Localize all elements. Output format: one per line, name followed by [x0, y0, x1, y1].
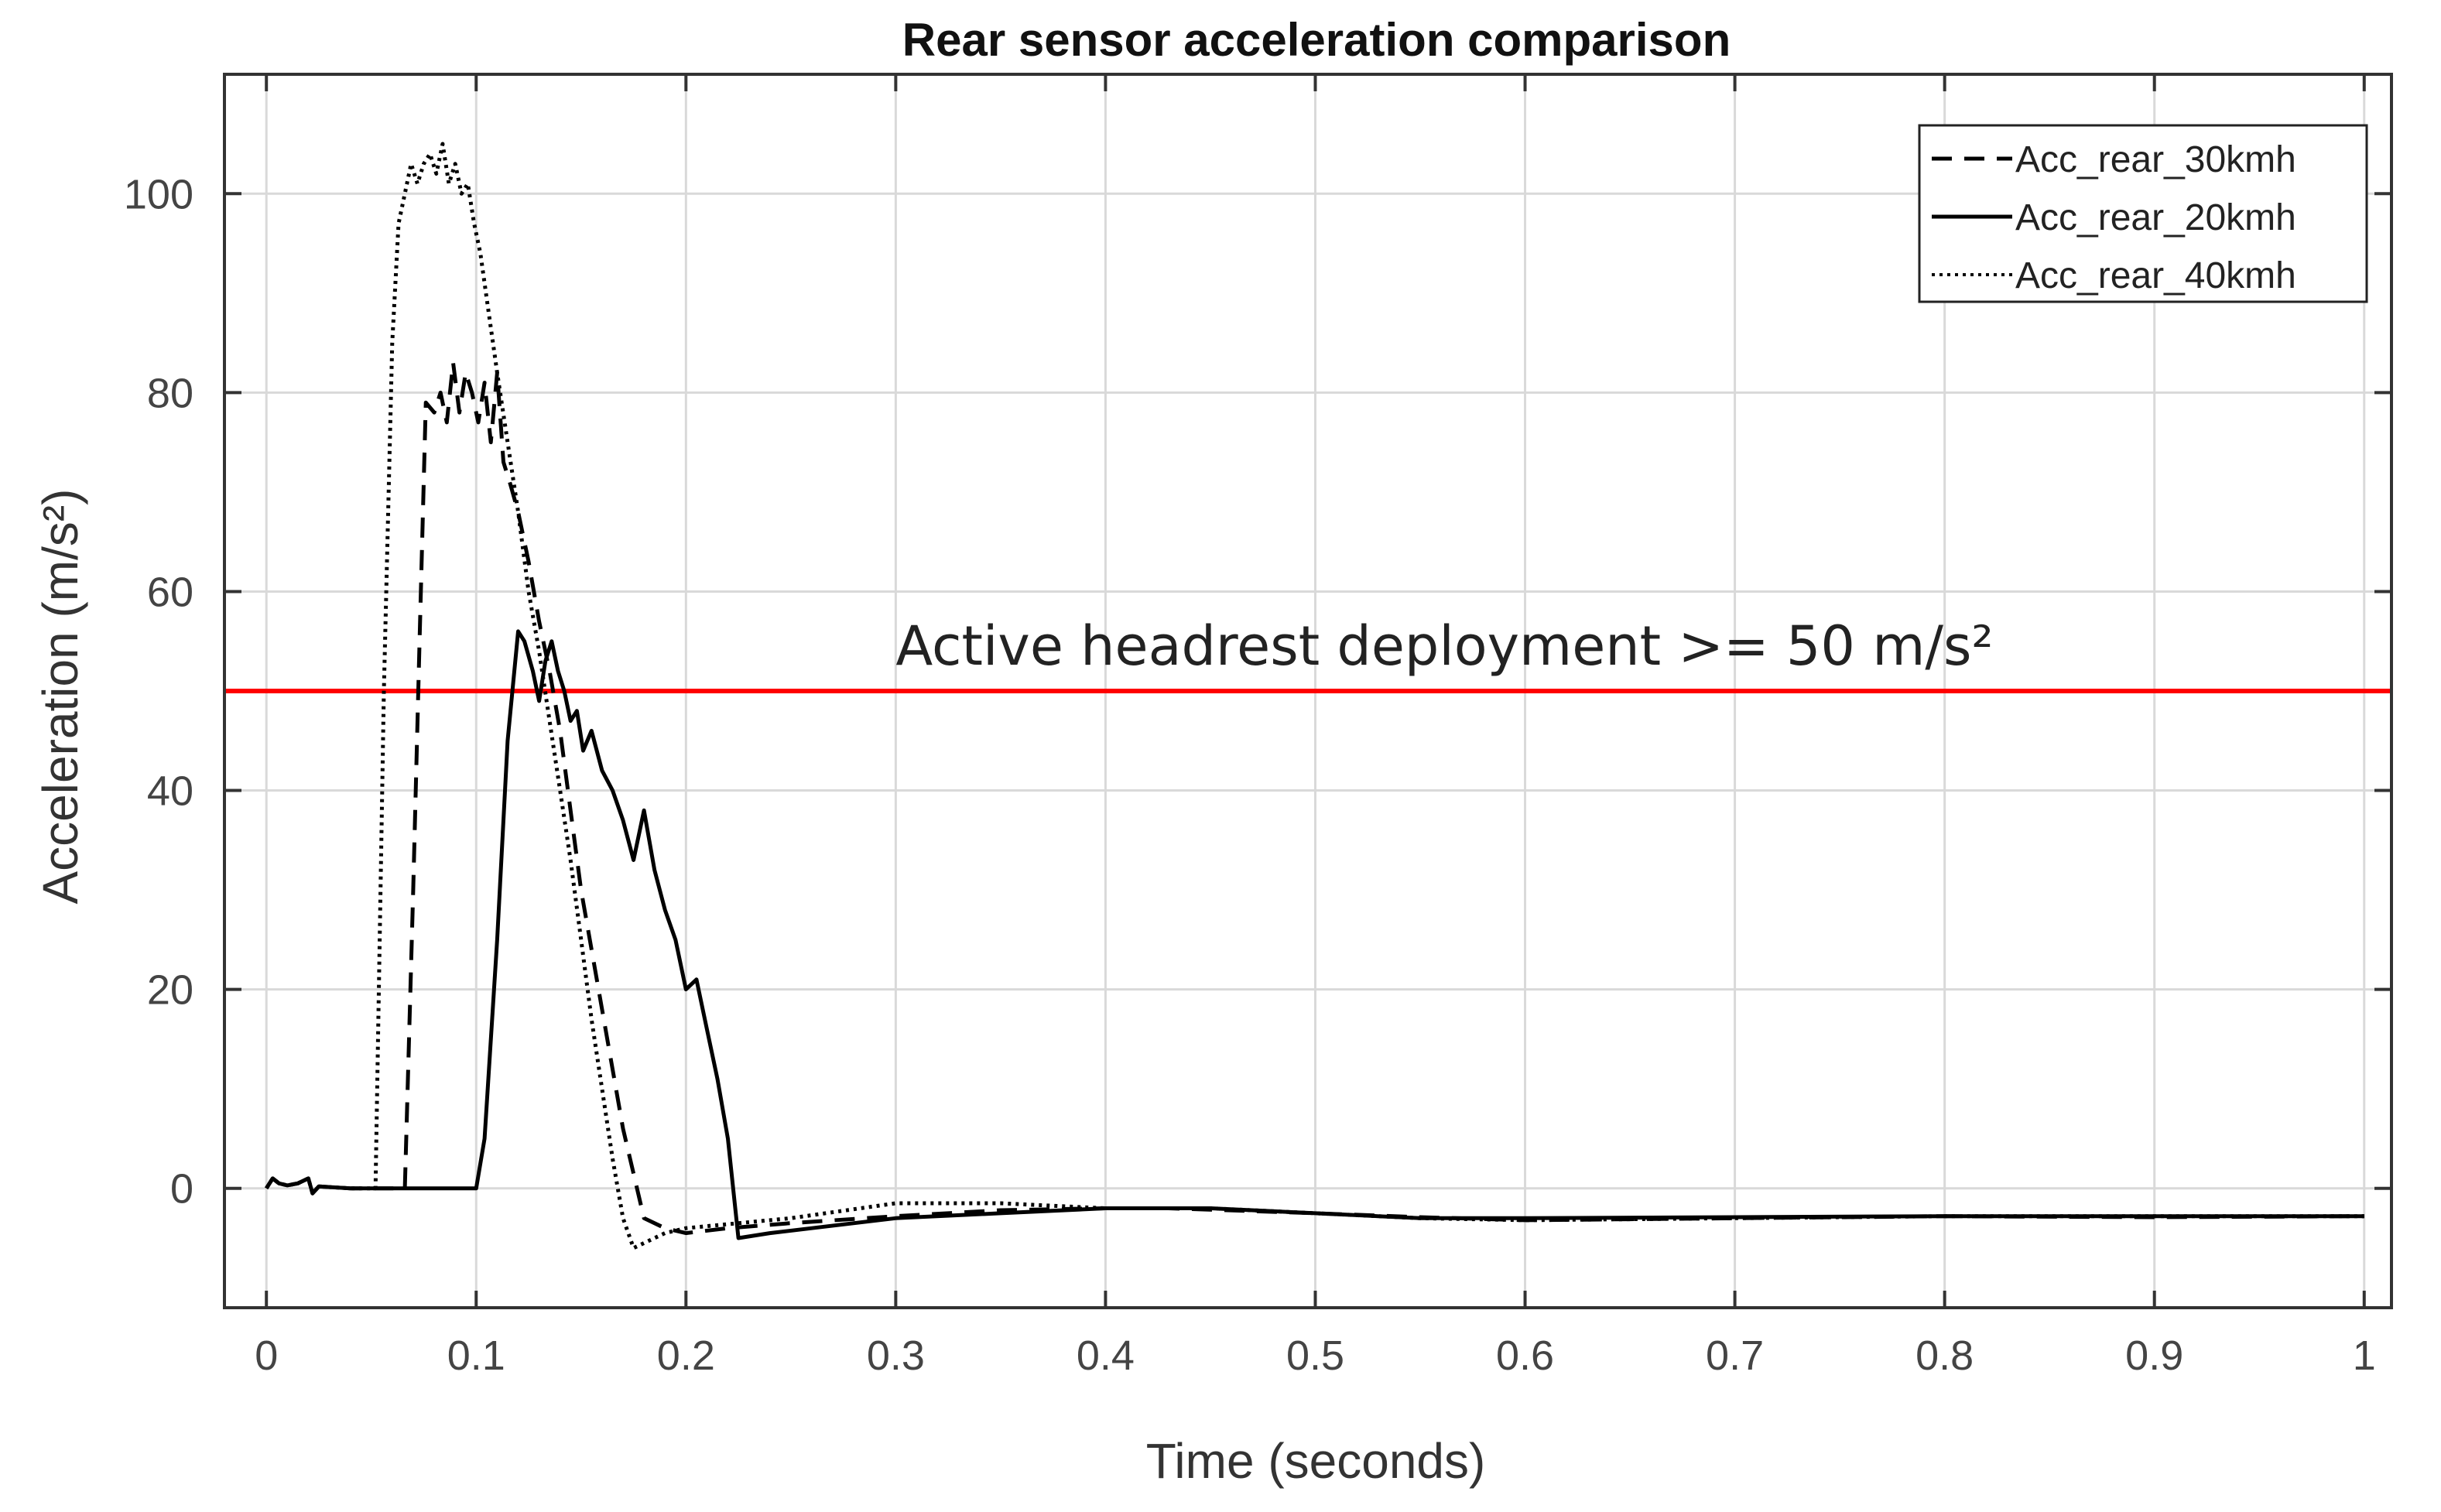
x-tick-label: 0.4 [1077, 1332, 1135, 1379]
x-tick-label: 0.5 [1286, 1332, 1344, 1379]
x-tick-label: 0.7 [1706, 1332, 1764, 1379]
threshold-group: Active headrest deployment >= 50 m/s² [224, 614, 2391, 693]
x-tick-label: 1 [2353, 1332, 2376, 1379]
x-tick-label: 0.1 [447, 1332, 505, 1379]
legend-label: Acc_rear_20kmh [2015, 197, 2296, 238]
x-tick-label: 0.9 [2125, 1332, 2183, 1379]
x-tick-label: 0.6 [1496, 1332, 1554, 1379]
plot-area-frame [223, 73, 2393, 1309]
x-tick-label: 0.2 [657, 1332, 715, 1379]
x-tick-label: 0 [255, 1332, 278, 1379]
series-group [265, 142, 2364, 1250]
x-axis-label: Time (seconds) [1146, 1433, 1486, 1489]
series-line-Acc_rear_20kmh [265, 629, 2364, 1240]
y-axis-label: Acceleration (m/s²) [33, 489, 88, 905]
y-tick-label: 0 [170, 1166, 193, 1213]
y-tick-label: 80 [147, 370, 193, 416]
y-tick-label: 100 [124, 171, 193, 217]
y-tick-label: 20 [147, 967, 193, 1014]
chart-title: Rear sensor acceleration comparison [902, 14, 1731, 66]
y-tick-label: 60 [147, 569, 193, 615]
legend-label: Acc_rear_40kmh [2015, 255, 2296, 296]
legend: Acc_rear_30kmh Acc_rear_20kmh Acc_rear_40k… [1918, 124, 2368, 303]
y-tick-label: 40 [147, 768, 193, 815]
legend-label: Acc_rear_30kmh [2015, 139, 2296, 180]
legend-box [1918, 124, 2368, 303]
x-tick-label: 0.8 [1915, 1332, 1974, 1379]
series-line-Acc_rear_40kmh [265, 142, 2364, 1250]
threshold-annotation: Active headrest deployment >= 50 m/s² [895, 614, 1993, 678]
x-tick-label: 0.3 [867, 1332, 925, 1379]
axis-ticks: 0 0.1 0.2 0.3 0.4 0.5 0.6 0.7 0.8 0.9 1 0 20 40 60 80 10… [124, 74, 2391, 1379]
